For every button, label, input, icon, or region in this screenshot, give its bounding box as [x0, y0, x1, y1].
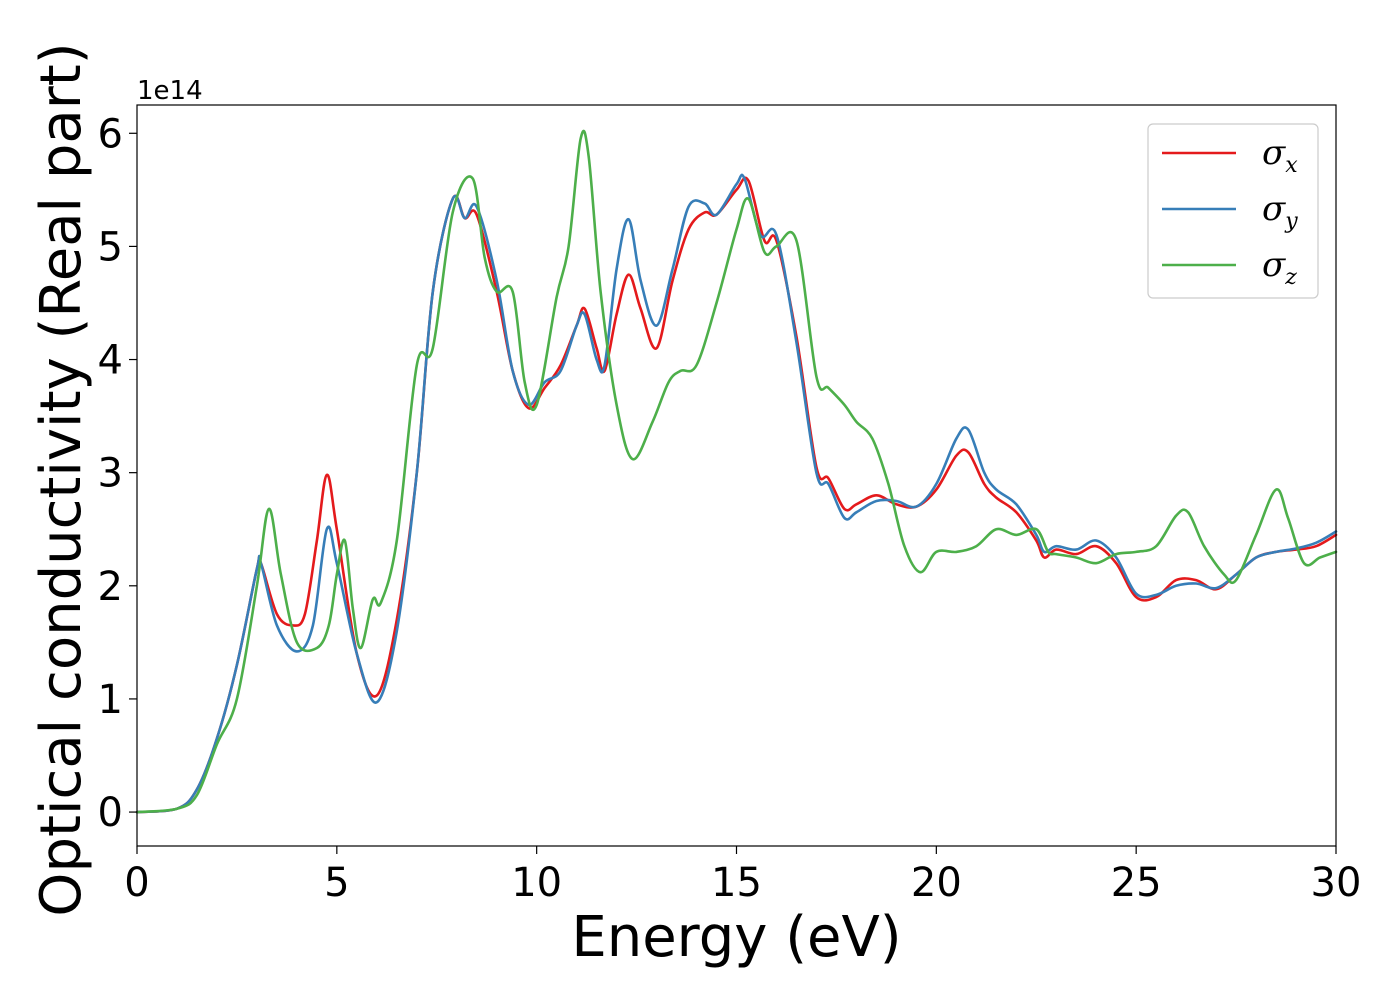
x-tick-label: 30	[1311, 860, 1362, 906]
y-tick-label: 5	[98, 224, 123, 270]
y-tick-label: 6	[98, 111, 123, 157]
legend-label-x: σx	[1262, 133, 1298, 178]
legend: σx σy σz	[1147, 123, 1319, 299]
y-tick-label: 3	[98, 451, 123, 497]
y-axis: 0 1 2 3 4 5 6	[98, 111, 137, 836]
legend-box	[1147, 123, 1319, 299]
y-axis-title: Optical conductivity (Real part)	[29, 42, 94, 916]
series-line-y	[135, 173, 1338, 814]
x-tick-label: 20	[911, 860, 962, 906]
y-offset-text: 1e14	[137, 76, 203, 106]
series-line-z	[135, 129, 1338, 814]
series-layer	[135, 129, 1338, 814]
x-tick-label: 5	[324, 860, 349, 906]
x-axis-title: Energy (eV)	[571, 905, 901, 970]
x-tick-label: 25	[1111, 860, 1162, 906]
y-tick-label: 2	[98, 564, 123, 610]
y-tick-label: 4	[98, 338, 123, 384]
x-axis: 0 5 10 15 20 25 30	[124, 846, 1361, 906]
x-tick-label: 0	[124, 860, 149, 906]
x-tick-label: 10	[511, 860, 562, 906]
legend-label-y: σy	[1262, 189, 1298, 234]
series-line-x	[135, 176, 1338, 814]
y-tick-label: 0	[98, 790, 123, 836]
y-tick-label: 1	[98, 677, 123, 723]
legend-label-z: σz	[1262, 245, 1297, 290]
x-tick-label: 15	[711, 860, 762, 906]
